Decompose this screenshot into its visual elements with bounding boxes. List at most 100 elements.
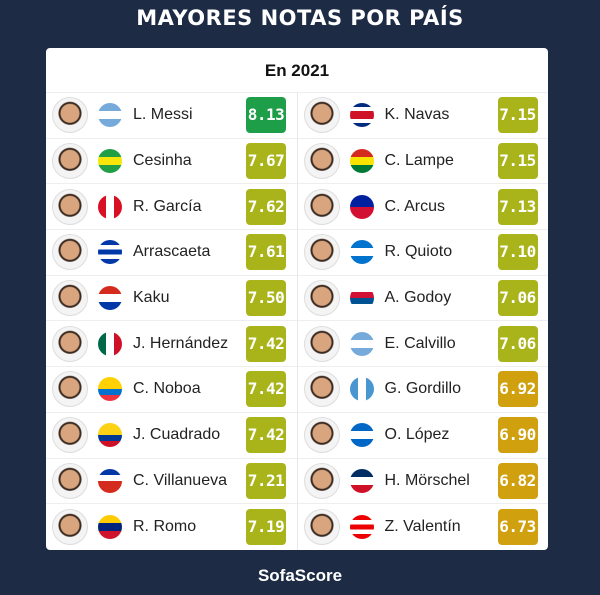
country-flag-icon — [98, 194, 122, 219]
player-name: J. Cuadrado — [133, 426, 221, 444]
rating-badge: 7.06 — [497, 325, 538, 362]
rating-badge: 6.90 — [497, 417, 538, 454]
player-row[interactable]: C. Arcus 7.13 — [297, 184, 548, 231]
player-name: H. Mörschel — [384, 471, 470, 489]
country-flag-icon — [98, 515, 122, 540]
player-row[interactable]: Z. Valentín 6.73 — [298, 504, 549, 550]
player-name: K. Navas — [384, 106, 450, 124]
player-row[interactable]: A. Godoy 7.06 — [297, 276, 548, 322]
country-flag-icon — [98, 286, 122, 311]
sofascore-logo: SofaScore — [257, 566, 343, 585]
player-avatar — [52, 462, 88, 499]
player-avatar — [303, 188, 340, 225]
player-avatar — [52, 325, 88, 362]
country-flag-icon — [98, 377, 122, 402]
player-avatar — [52, 371, 88, 408]
rating-badge: 7.61 — [246, 234, 286, 271]
player-avatar — [52, 280, 88, 317]
rating-badge: 7.13 — [497, 188, 538, 225]
country-flag-icon — [349, 149, 374, 174]
player-name: L. Messi — [133, 106, 193, 124]
player-avatar — [303, 234, 340, 271]
left-column: L. Messi 8.13 Cesinha 7.67 R. García 7.62 Arra… — [46, 93, 298, 550]
player-avatar — [303, 97, 340, 134]
player-avatar — [303, 371, 340, 408]
player-avatar — [52, 234, 88, 271]
player-name: C. Arcus — [384, 197, 445, 215]
country-flag-icon — [98, 149, 122, 174]
player-row[interactable]: G. Gordillo 6.92 — [297, 367, 548, 413]
player-name: Cesinha — [133, 152, 192, 170]
player-row[interactable]: L. Messi 8.13 — [46, 93, 297, 139]
country-flag-icon — [98, 240, 122, 265]
player-avatar — [303, 462, 340, 499]
rating-badge: 6.82 — [497, 462, 538, 499]
player-avatar — [303, 509, 340, 546]
rating-badge: 7.42 — [246, 325, 286, 362]
country-flag-icon — [98, 331, 122, 356]
country-flag-icon — [349, 331, 374, 356]
country-flag-icon — [98, 423, 122, 448]
player-name: C. Lampe — [384, 152, 454, 170]
player-name: Z. Valentín — [384, 518, 461, 536]
rating-badge: 7.15 — [497, 143, 538, 180]
country-flag-icon — [349, 515, 374, 540]
player-name: Arrascaeta — [133, 243, 211, 261]
player-name: J. Hernández — [133, 334, 229, 352]
player-avatar — [303, 280, 340, 317]
player-avatar — [52, 509, 88, 546]
country-flag-icon — [349, 286, 374, 311]
rating-badge: 7.42 — [246, 417, 286, 454]
player-row[interactable]: O. López 6.90 — [297, 413, 548, 459]
player-name: G. Gordillo — [384, 380, 461, 398]
player-row[interactable]: H. Mörschel 6.82 — [297, 459, 548, 505]
player-row[interactable]: C. Lampe 7.15 — [297, 139, 548, 185]
player-name: C. Villanueva — [133, 471, 227, 489]
player-row[interactable]: R. Quioto 7.10 — [297, 230, 548, 276]
rating-badge: 7.21 — [246, 462, 286, 499]
rating-badge: 7.50 — [246, 280, 286, 317]
rating-badge: 7.62 — [246, 188, 286, 225]
country-flag-icon — [349, 194, 374, 219]
player-row[interactable]: K. Navas 7.15 — [297, 93, 548, 139]
rating-badge: 7.06 — [497, 280, 538, 317]
player-name: R. Quioto — [384, 243, 453, 261]
rating-badge: 7.19 — [246, 509, 286, 546]
country-flag-icon — [349, 468, 374, 493]
player-avatar — [52, 143, 88, 180]
player-name: R. García — [133, 197, 202, 215]
rating-badge: 7.15 — [497, 97, 538, 134]
country-flag-icon — [349, 377, 374, 402]
player-row[interactable]: R. García 7.62 — [46, 184, 297, 231]
player-name: O. López — [384, 426, 450, 444]
player-row[interactable]: J. Hernández 7.42 — [46, 321, 297, 368]
player-name: E. Calvillo — [384, 334, 456, 352]
player-row[interactable]: C. Noboa 7.42 — [46, 367, 297, 413]
player-avatar — [52, 188, 88, 225]
player-name: A. Godoy — [384, 289, 452, 307]
country-flag-icon — [98, 103, 122, 128]
right-column: K. Navas 7.15 C. Lampe 7.15 C. Arcus 7.13 R. Q… — [297, 93, 549, 550]
country-flag-icon — [349, 423, 374, 448]
player-name: Kaku — [133, 289, 170, 307]
player-row[interactable]: Arrascaeta 7.61 — [46, 230, 297, 276]
rating-badge: 6.92 — [497, 371, 538, 408]
player-row[interactable]: Cesinha 7.67 — [46, 139, 297, 185]
ratings-card: En 2021 L. Messi 8.13 Cesinha 7.67 R. García… — [46, 48, 548, 550]
player-row[interactable]: J. Cuadrado 7.42 — [46, 413, 297, 459]
player-avatar — [303, 417, 340, 454]
player-row[interactable]: E. Calvillo 7.06 — [297, 321, 548, 368]
country-flag-icon — [349, 240, 374, 265]
player-name: R. Romo — [133, 518, 197, 536]
rating-badge: 8.13 — [246, 97, 286, 134]
card-subtitle: En 2021 — [46, 48, 548, 93]
player-row[interactable]: C. Villanueva 7.21 — [46, 459, 297, 505]
player-avatar — [303, 325, 340, 362]
player-row[interactable]: R. Romo 7.19 — [46, 504, 297, 550]
player-avatar — [52, 417, 88, 454]
player-name: C. Noboa — [133, 380, 201, 398]
player-row[interactable]: Kaku 7.50 — [46, 276, 297, 322]
rating-badge: 7.67 — [246, 143, 286, 180]
page-title: MAYORES NOTAS POR PAÍS — [136, 6, 464, 30]
player-avatar — [303, 143, 340, 180]
